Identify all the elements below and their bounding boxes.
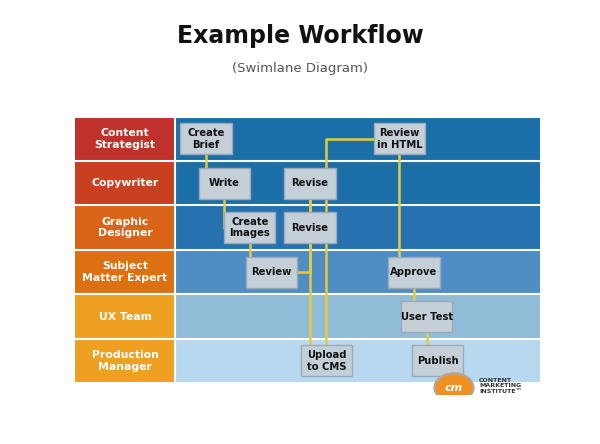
Bar bbox=[75, 294, 175, 339]
Text: Graphic
Designer: Graphic Designer bbox=[98, 217, 152, 238]
Bar bbox=[175, 161, 540, 206]
Bar bbox=[175, 250, 540, 294]
Bar bbox=[75, 116, 175, 161]
Text: Revise: Revise bbox=[292, 222, 329, 233]
Bar bbox=[75, 161, 175, 206]
Circle shape bbox=[434, 373, 473, 402]
Text: Write: Write bbox=[209, 178, 239, 188]
Text: UX Team: UX Team bbox=[98, 312, 151, 321]
Text: Revise: Revise bbox=[292, 178, 329, 188]
FancyBboxPatch shape bbox=[374, 123, 425, 154]
Text: Review: Review bbox=[251, 267, 292, 277]
Text: CONTENT
MARKETING
INSTITUTE™: CONTENT MARKETING INSTITUTE™ bbox=[479, 378, 522, 394]
Text: Content
Strategist: Content Strategist bbox=[94, 128, 155, 150]
Text: Create
Brief: Create Brief bbox=[187, 128, 224, 150]
FancyBboxPatch shape bbox=[388, 257, 440, 288]
Bar bbox=[75, 339, 175, 383]
Bar bbox=[175, 294, 540, 339]
Text: Upload
to CMS: Upload to CMS bbox=[307, 350, 346, 372]
FancyBboxPatch shape bbox=[412, 345, 463, 377]
FancyBboxPatch shape bbox=[181, 123, 232, 154]
FancyBboxPatch shape bbox=[284, 212, 335, 243]
Text: Example Workflow: Example Workflow bbox=[176, 24, 424, 48]
Bar bbox=[75, 206, 175, 250]
Bar bbox=[175, 339, 540, 383]
Bar bbox=[75, 250, 175, 294]
FancyBboxPatch shape bbox=[199, 168, 250, 198]
FancyBboxPatch shape bbox=[246, 257, 297, 288]
FancyBboxPatch shape bbox=[224, 212, 275, 243]
Text: User Test: User Test bbox=[401, 312, 453, 321]
Text: Approve: Approve bbox=[391, 267, 437, 277]
Bar bbox=[175, 206, 540, 250]
Text: Production
Manager: Production Manager bbox=[92, 350, 158, 372]
Text: cm: cm bbox=[445, 383, 463, 392]
FancyBboxPatch shape bbox=[301, 345, 352, 377]
Text: (Swimlane Diagram): (Swimlane Diagram) bbox=[232, 62, 368, 75]
Text: Subject
Matter Expert: Subject Matter Expert bbox=[82, 261, 167, 283]
Text: Copywriter: Copywriter bbox=[91, 178, 158, 188]
Text: Create
Images: Create Images bbox=[229, 217, 270, 238]
Bar bbox=[175, 116, 540, 161]
Text: Review
in HTML: Review in HTML bbox=[377, 128, 422, 150]
Text: Publish: Publish bbox=[417, 356, 458, 366]
FancyBboxPatch shape bbox=[284, 168, 335, 198]
FancyBboxPatch shape bbox=[401, 301, 452, 332]
